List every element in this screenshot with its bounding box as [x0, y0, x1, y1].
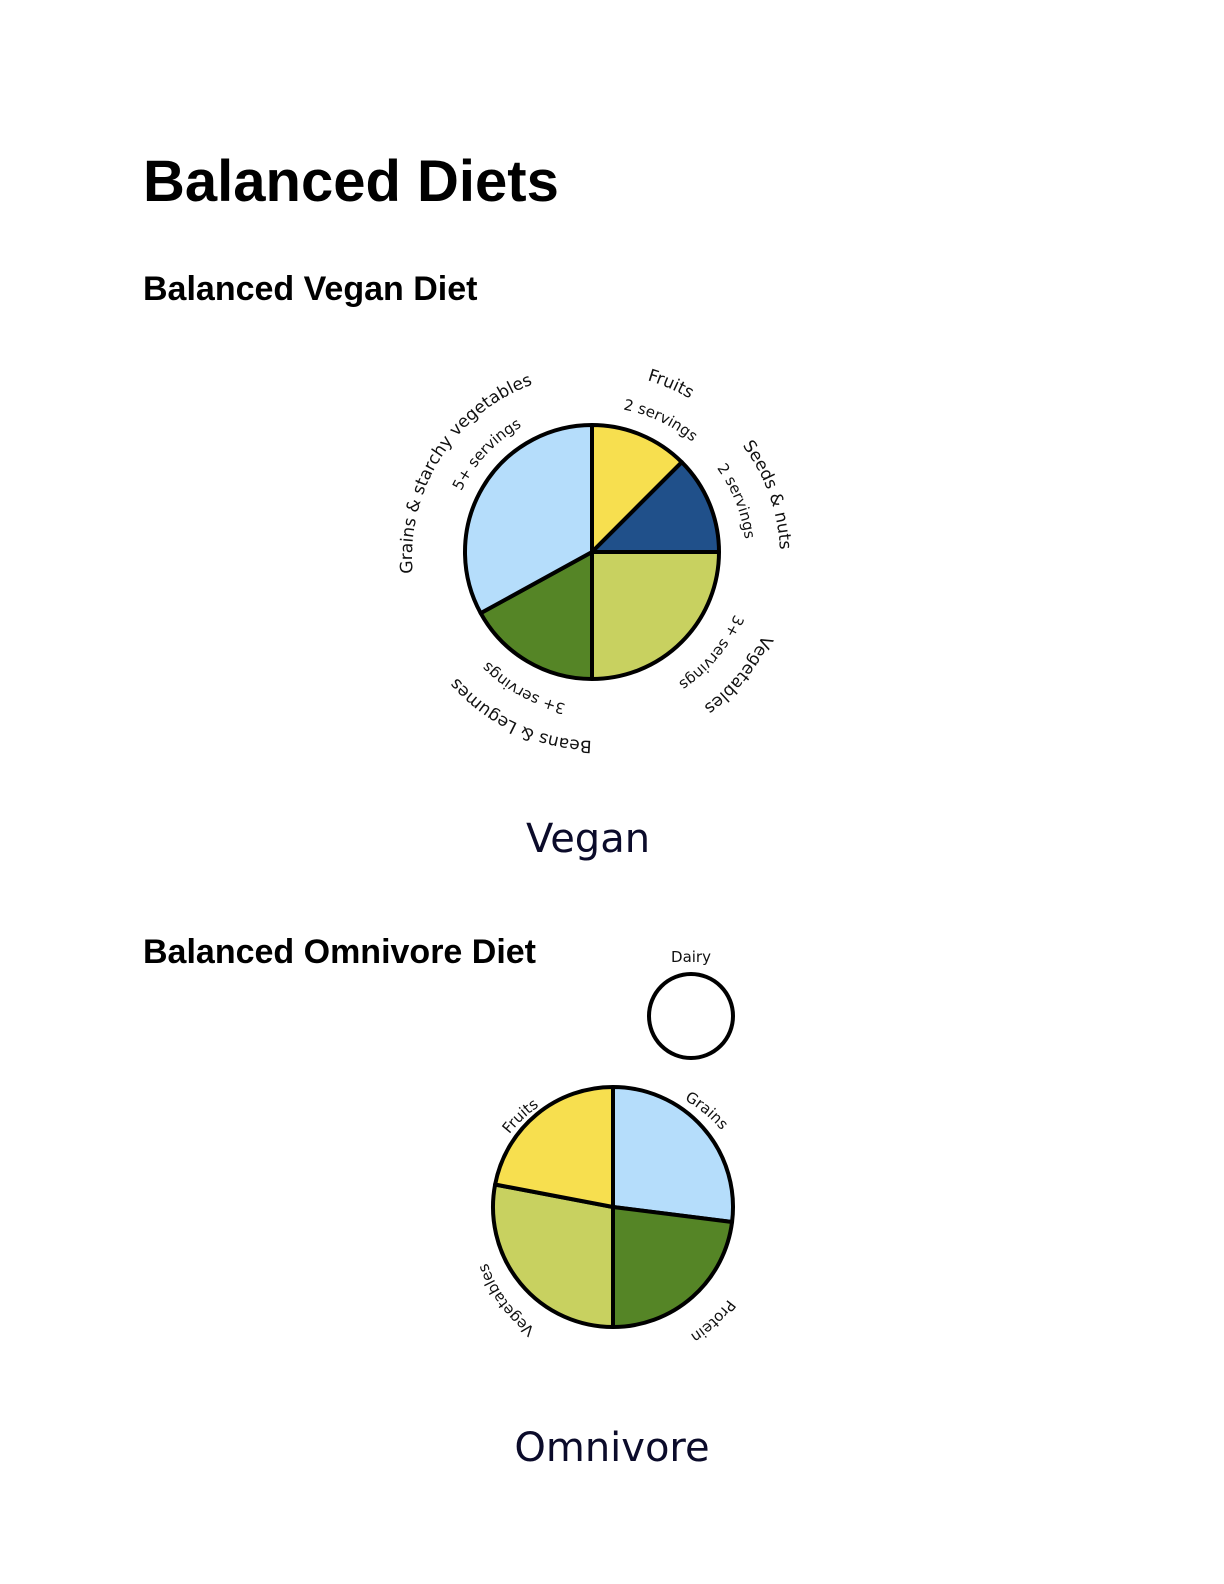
- vegan-label-vegetables: Vegetables: [700, 632, 776, 718]
- omni-label-dairy: Dairy: [671, 948, 711, 966]
- omnivore-slice-grains: [611, 1085, 735, 1225]
- omnivore-pie-chart: [491, 1085, 735, 1329]
- vegan-slice-vegetables: [590, 550, 721, 681]
- vegan-label-fruits: Fruits: [646, 366, 698, 403]
- section-heading-omnivore: Balanced Omnivore Diet: [143, 933, 537, 971]
- page-title: Balanced Diets: [143, 149, 559, 214]
- omni-label-protein: Protein: [688, 1297, 740, 1347]
- vegan-pie-chart: [463, 423, 721, 681]
- omnivore-slice-vegetables: [491, 1182, 615, 1329]
- omnivore-slice-protein: [611, 1205, 735, 1329]
- section-heading-vegan: Balanced Vegan Diet: [143, 270, 478, 308]
- vegan-slice-fruits: [590, 423, 684, 554]
- dairy-circle: [647, 972, 735, 1060]
- vegan-slice-seeds-nuts: [590, 460, 721, 554]
- vegan-slice-grains-starchy-vegetables: [463, 423, 594, 616]
- vegan-caption: Vegan: [526, 816, 650, 862]
- omnivore-caption: Omnivore: [514, 1425, 709, 1471]
- vegan-servings-seeds: 2 servings: [714, 460, 759, 540]
- omnivore-slice-fruits: [493, 1085, 615, 1209]
- vegan-slice-beans-legumes: [478, 550, 594, 681]
